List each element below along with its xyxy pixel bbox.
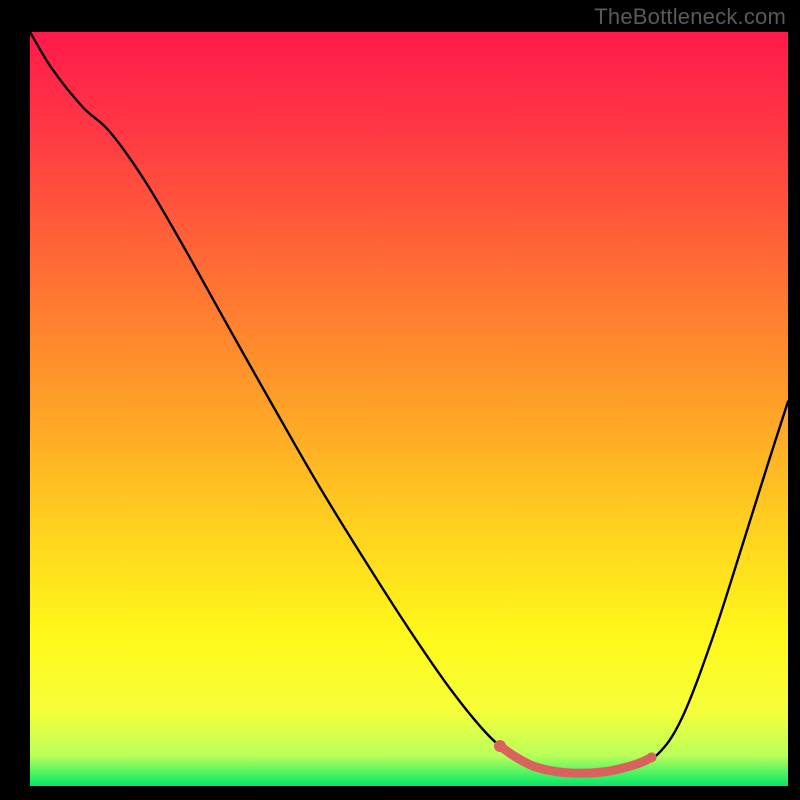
frame-left xyxy=(0,0,30,800)
gradient-background xyxy=(30,32,788,786)
chart-svg xyxy=(30,32,788,786)
canvas-root: TheBottleneck.com xyxy=(0,0,800,800)
plot-area xyxy=(30,32,788,786)
watermark-text: TheBottleneck.com xyxy=(594,4,786,30)
optimal-band-dot-0 xyxy=(494,740,506,752)
frame-right xyxy=(788,0,800,800)
frame-bottom xyxy=(0,786,800,800)
optimal-band-dot-1 xyxy=(647,752,657,762)
